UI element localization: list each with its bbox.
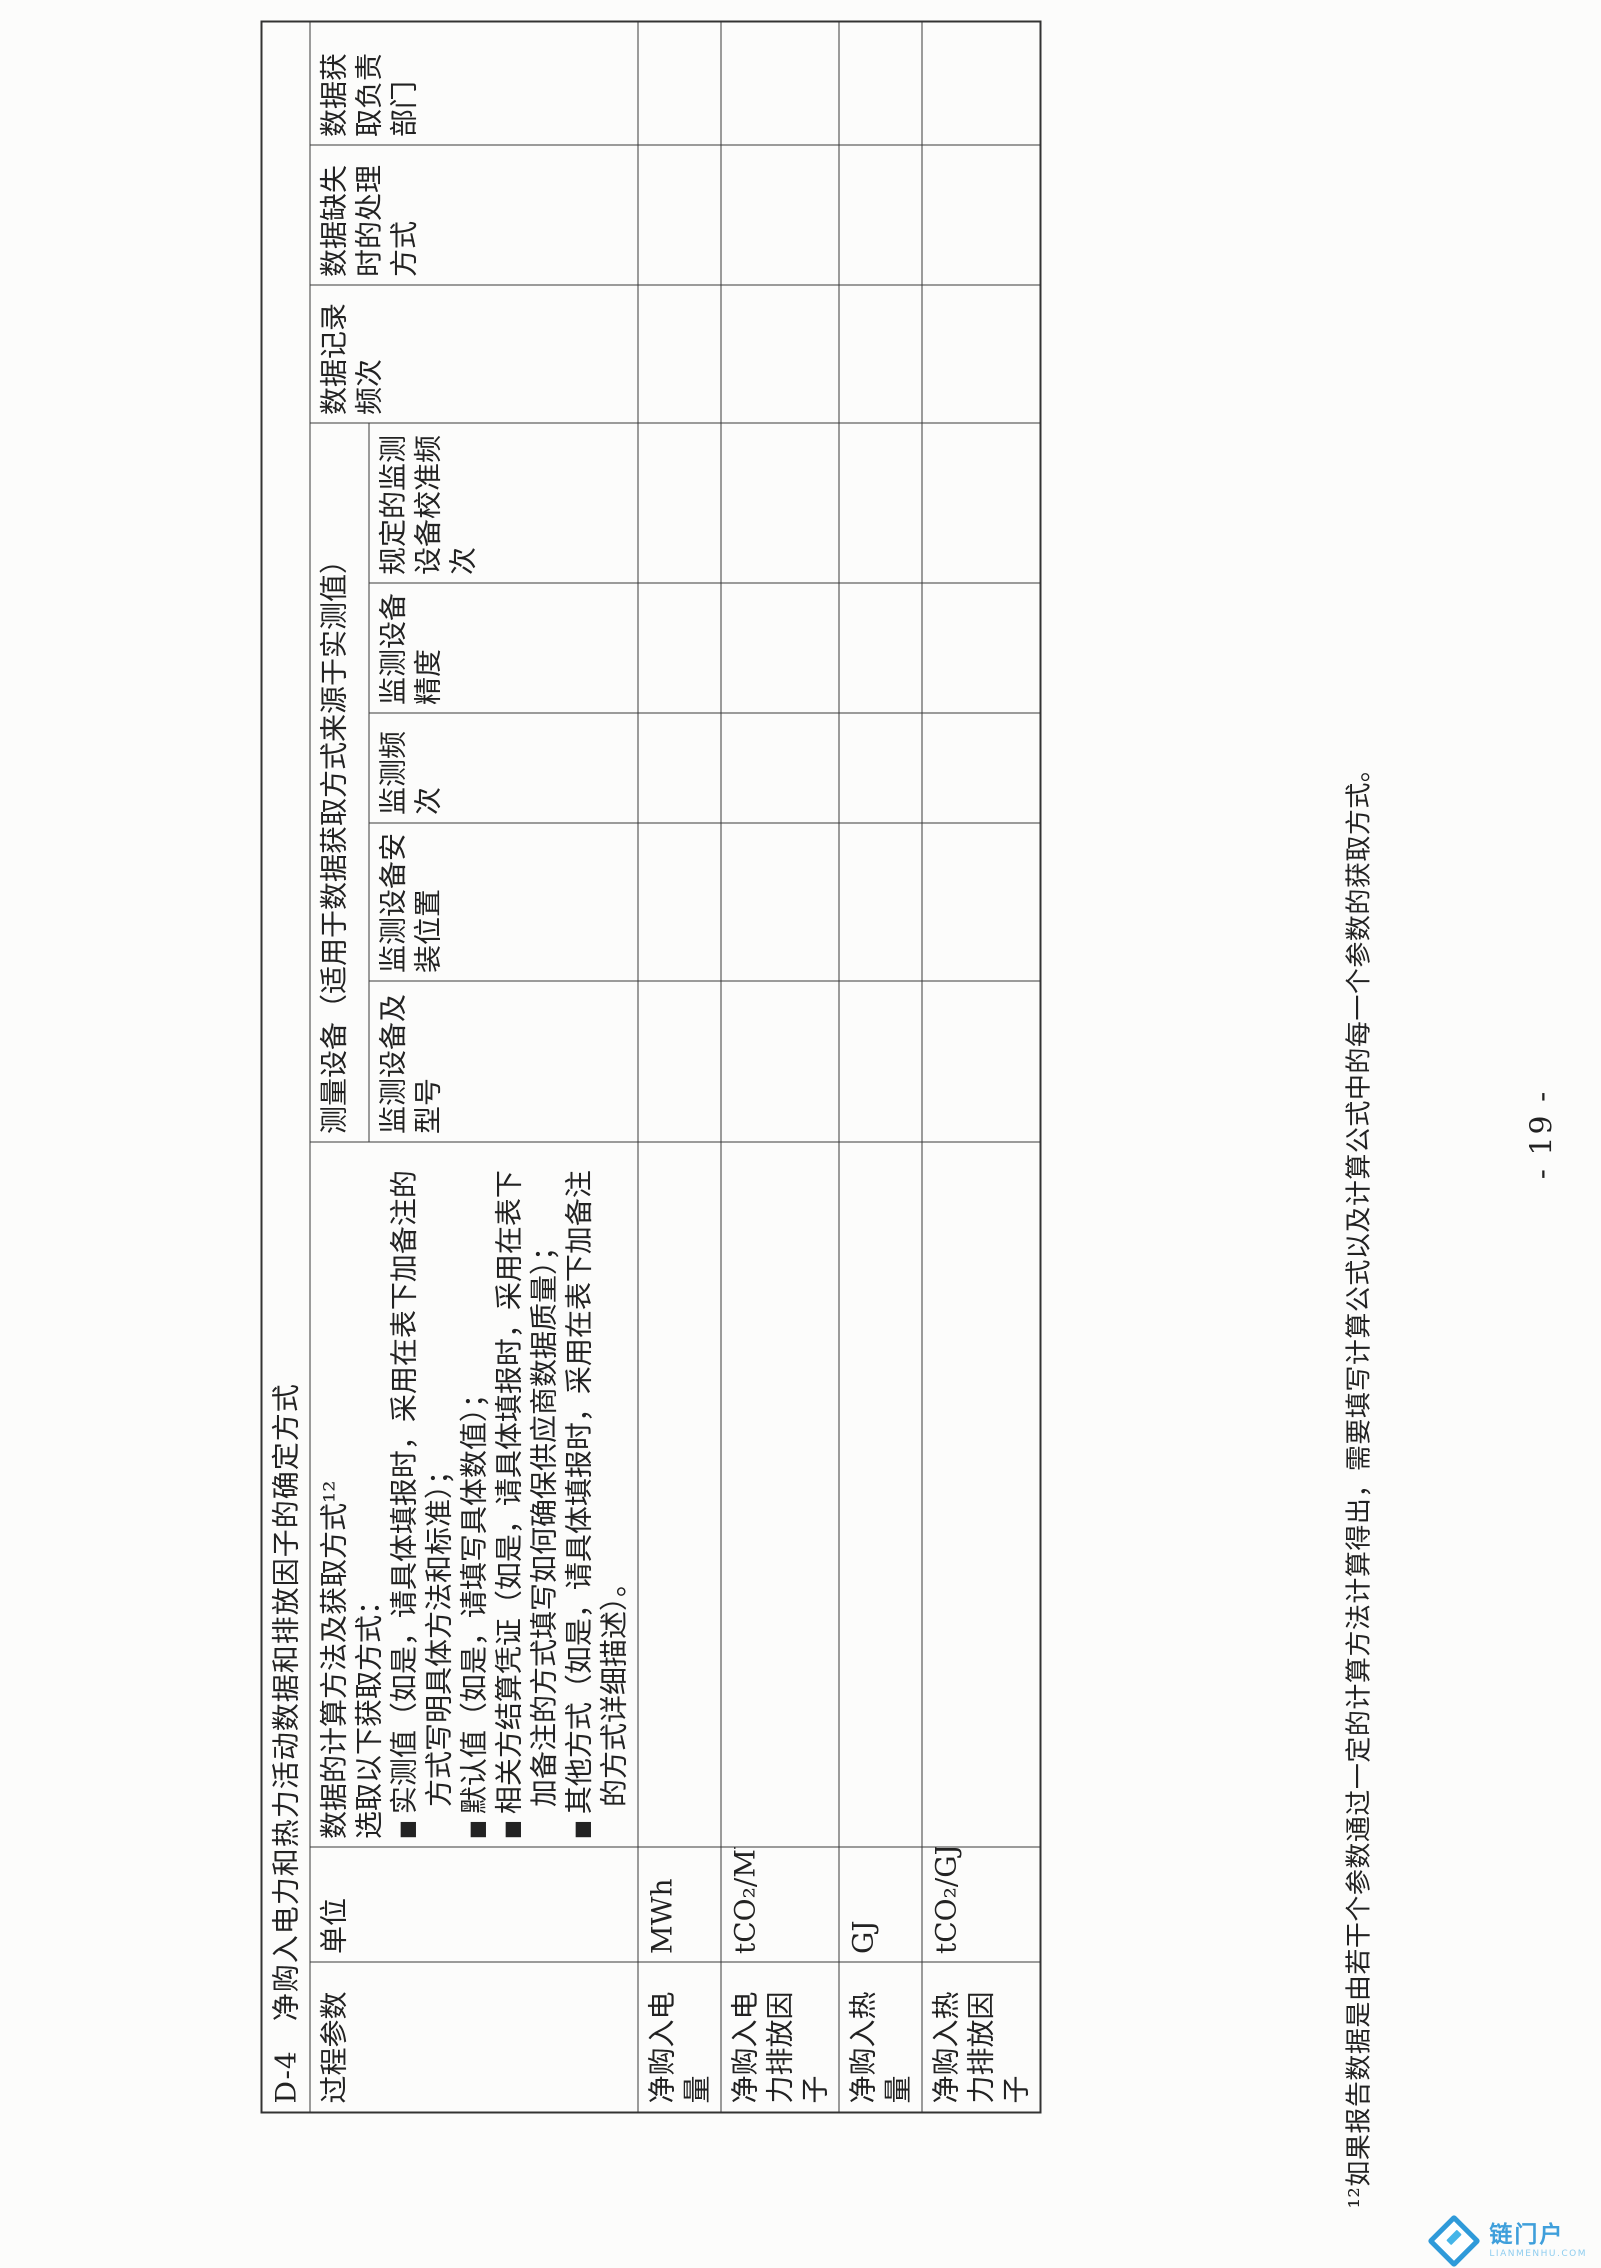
bullet-square-icon: ■ [569, 1819, 593, 1839]
empty-cell [637, 981, 721, 1142]
method-option-text: 实测值（如是，请具体填报时，采用在表下加备注的方式写明具体方法和标准）； [387, 1169, 455, 1814]
empty-cell [720, 1142, 839, 1847]
empty-cell [720, 20, 839, 145]
method-intro: 选取以下获取方式： [352, 1586, 385, 1839]
empty-cell [720, 285, 839, 423]
empty-cell [838, 981, 922, 1142]
empty-cell [637, 145, 721, 285]
d4-parameter-table: D-4 净购入电力和热力活动数据和排放因子的确定方式 过程参数 单位 数据的计算… [260, 19, 1041, 2113]
empty-cell [720, 713, 839, 823]
watermark-site-name: 链门户 [1489, 2221, 1565, 2248]
empty-cell [637, 583, 721, 713]
subcol-header-device-accuracy: 监测设备精度 [368, 583, 638, 713]
page-number: - 19 - [1524, 1089, 1559, 1179]
empty-cell [637, 713, 721, 823]
empty-cell [720, 823, 839, 981]
method-option-text: 默认值（如是，请填写具体数值）； [457, 1379, 490, 1814]
empty-cell [720, 423, 839, 583]
method-option: ■ 默认值（如是，请填写具体数值）； [456, 1151, 491, 1839]
empty-cell [637, 1142, 721, 1847]
unit-value: tCO₂/GJ [921, 1847, 1040, 1962]
empty-cell [838, 713, 922, 823]
subcol-header-device-location: 监测设备安装位置 [368, 823, 638, 981]
param-label: 净购入热量 [838, 1962, 922, 2112]
method-option-text: 相关方结算凭证（如是，请具体填报时，采用在表下加备注的方式填写如何确保供应商数据… [492, 1169, 560, 1814]
table-row: 净购入热力排放因子 tCO₂/GJ [921, 20, 1040, 2112]
col-header-missing-data-handling: 数据缺失时的处理方式 [309, 145, 638, 285]
empty-cell [838, 145, 922, 285]
method-option: ■ 相关方结算凭证（如是，请具体填报时，采用在表下加备注的方式填写如何确保供应商数… [491, 1151, 561, 1839]
empty-cell [637, 20, 721, 145]
param-label: 净购入电量 [637, 1962, 721, 2112]
empty-cell [838, 423, 922, 583]
method-option: ■ 实测值（如是，请具体填报时，采用在表下加备注的方式写明具体方法和标准）； [386, 1151, 456, 1839]
unit-value: tCO₂/MWh [720, 1847, 839, 1962]
method-option: ■ 其他方式（如是，请具体填报时，采用在表下加备注的方式详细描述）。 [561, 1151, 631, 1839]
col-header-record-frequency: 数据记录频次 [309, 285, 638, 423]
empty-cell [921, 981, 1040, 1142]
diamond-logo-inner-bar [1446, 2229, 1463, 2246]
diamond-logo-icon [1427, 2214, 1482, 2268]
empty-cell [838, 583, 922, 713]
col-header-unit: 单位 [309, 1847, 638, 1962]
empty-cell [921, 1142, 1040, 1847]
empty-cell [838, 1142, 922, 1847]
unit-value: GJ [838, 1847, 922, 1962]
subcol-header-calibration-frequency: 规定的监测设备校准频次 [368, 423, 638, 583]
empty-cell [921, 713, 1040, 823]
table-row: 净购入电力排放因子 tCO₂/MWh [720, 20, 839, 2112]
empty-cell [838, 285, 922, 423]
empty-cell [921, 423, 1040, 583]
watermark-logo: 链门户 LIANMENHU.COM [1427, 2214, 1587, 2268]
empty-cell [637, 823, 721, 981]
table-row: 净购入热量 GJ [838, 20, 922, 2112]
empty-cell [838, 20, 922, 145]
empty-cell [921, 20, 1040, 145]
empty-cell [637, 423, 721, 583]
empty-cell [720, 981, 839, 1142]
watermark-text: 链门户 LIANMENHU.COM [1489, 2221, 1587, 2259]
watermark-site-domain: LIANMENHU.COM [1489, 2248, 1587, 2259]
bullet-square-icon: ■ [499, 1819, 523, 1839]
table-title: D-4 净购入电力和热力活动数据和排放因子的确定方式 [261, 20, 310, 2112]
method-header: 数据的计算方法及获取方式¹² [317, 1480, 350, 1839]
col-header-process-param: 过程参数 [309, 1962, 638, 2112]
empty-cell [921, 583, 1040, 713]
subcol-header-monitor-frequency: 监测频次 [368, 713, 638, 823]
empty-cell [838, 823, 922, 981]
empty-cell [921, 285, 1040, 423]
empty-cell [720, 583, 839, 713]
empty-cell [720, 145, 839, 285]
col-group-measuring-devices: 测量设备（适用于数据获取方式来源于实测值） [309, 423, 369, 1142]
table-row: 净购入电量 MWh [637, 20, 721, 2112]
param-label: 净购入热力排放因子 [921, 1962, 1040, 2112]
subcol-header-device-model: 监测设备及型号 [368, 981, 638, 1142]
table-title-row: D-4 净购入电力和热力活动数据和排放因子的确定方式 [261, 20, 310, 2112]
col-header-responsible-department: 数据获取负责部门 [309, 20, 638, 145]
empty-cell [921, 145, 1040, 285]
empty-cell [921, 823, 1040, 981]
col-header-method: 数据的计算方法及获取方式¹² 选取以下获取方式： ■ 实测值（如是，请具体填报时，… [309, 1142, 638, 1847]
footnote: ¹²如果报告数据是由若干个参数通过一定的计算方法计算得出，需要填写计算公式以及计… [1344, 755, 1374, 2208]
param-label: 净购入电力排放因子 [720, 1962, 839, 2112]
header-row-upper: 过程参数 单位 数据的计算方法及获取方式¹² 选取以下获取方式： ■ 实测值（如是… [309, 20, 638, 2112]
bullet-square-icon: ■ [394, 1819, 418, 1839]
empty-cell [637, 285, 721, 423]
unit-value: MWh [637, 1847, 721, 1962]
bullet-square-icon: ■ [464, 1819, 488, 1839]
method-option-text: 其他方式（如是，请具体填报时，采用在表下加备注的方式详细描述）。 [562, 1169, 630, 1814]
